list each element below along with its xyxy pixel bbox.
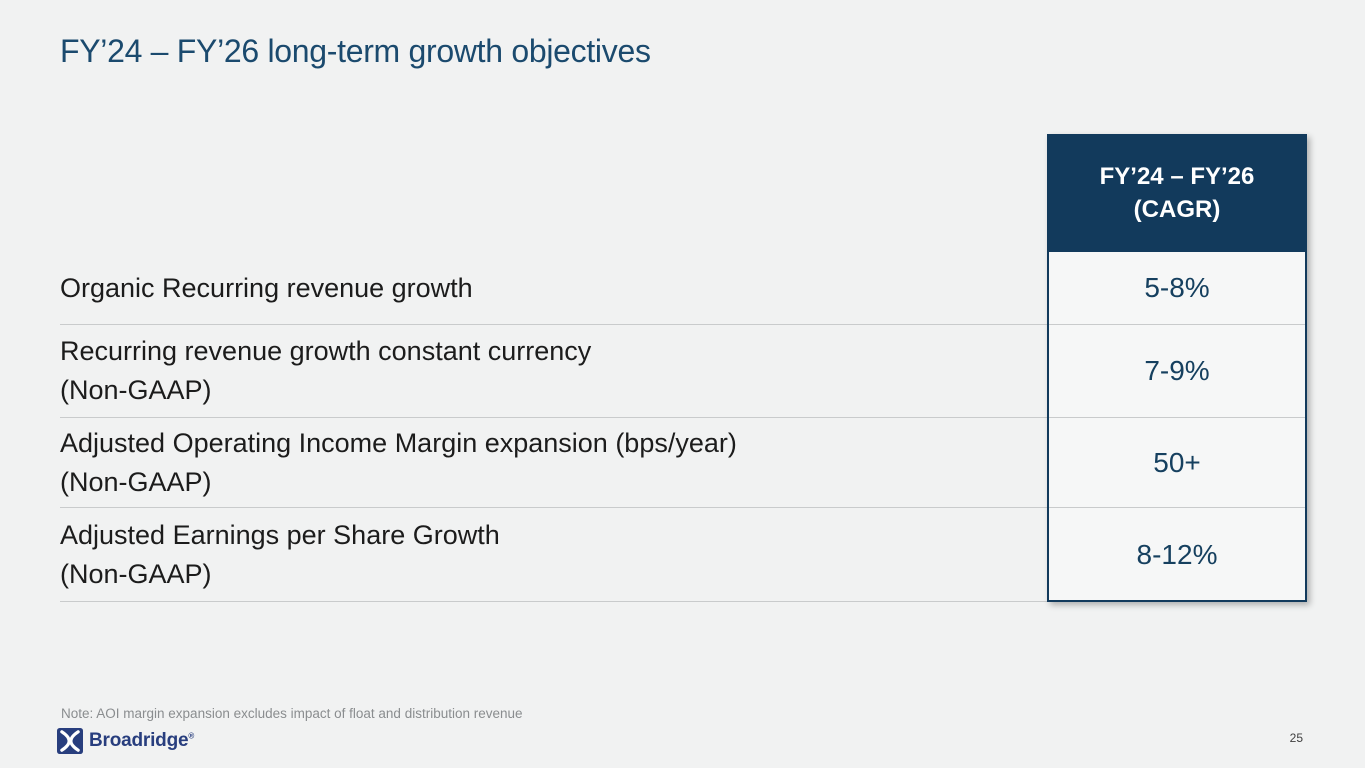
row-value: 8-12% <box>1047 508 1307 601</box>
row-label-text: Adjusted Operating Income Margin expansi… <box>60 427 737 458</box>
table-row: Adjusted Earnings per Share Growth (Non-… <box>60 508 1307 602</box>
row-label: Organic Recurring revenue growth <box>60 269 1047 308</box>
broadridge-logo-text: Broadridge® <box>89 730 194 752</box>
row-label: Adjusted Operating Income Margin expansi… <box>60 424 1047 502</box>
row-sublabel-text: (Non-GAAP) <box>60 466 212 497</box>
row-label-text: Recurring revenue growth constant curren… <box>60 336 592 366</box>
table-row: Recurring revenue growth constant curren… <box>60 325 1307 418</box>
broadridge-logo: Broadridge® <box>57 728 194 754</box>
row-value: 5-8% <box>1047 252 1307 324</box>
row-sublabel-text: (Non-GAAP) <box>60 558 212 589</box>
row-label-text: Adjusted Earnings per Share Growth <box>60 519 500 550</box>
table-header-row: FY’24 – FY’26 (CAGR) <box>60 134 1307 252</box>
growth-objectives-table: FY’24 – FY’26 (CAGR) Organic Recurring r… <box>60 134 1307 602</box>
logo-wordmark: Broadridge <box>89 730 189 751</box>
footnote: Note: AOI margin expansion excludes impa… <box>61 706 523 721</box>
registered-trademark-mark: ® <box>188 731 195 741</box>
row-label-text: Organic Recurring revenue growth <box>60 272 473 303</box>
slide-title: FY’24 – FY’26 long-term growth objective… <box>60 33 651 69</box>
row-label: Adjusted Earnings per Share Growth (Non-… <box>60 516 1047 594</box>
table-row: Organic Recurring revenue growth 5-8% <box>60 252 1307 325</box>
row-value: 50+ <box>1047 418 1307 507</box>
table-header-cell: FY’24 – FY’26 (CAGR) <box>1047 134 1307 252</box>
row-value: 7-9% <box>1047 325 1307 417</box>
table-row: Adjusted Operating Income Margin expansi… <box>60 418 1307 508</box>
row-sublabel-text: (Non-GAAP) <box>60 375 212 405</box>
table-header-line1: FY’24 – FY’26 <box>1099 163 1255 190</box>
broadridge-butterfly-icon <box>57 728 83 754</box>
page-number: 25 <box>1289 731 1303 745</box>
row-label: Recurring revenue growth constant curren… <box>60 332 1047 410</box>
table-header-line2: (CAGR) <box>1133 196 1221 223</box>
